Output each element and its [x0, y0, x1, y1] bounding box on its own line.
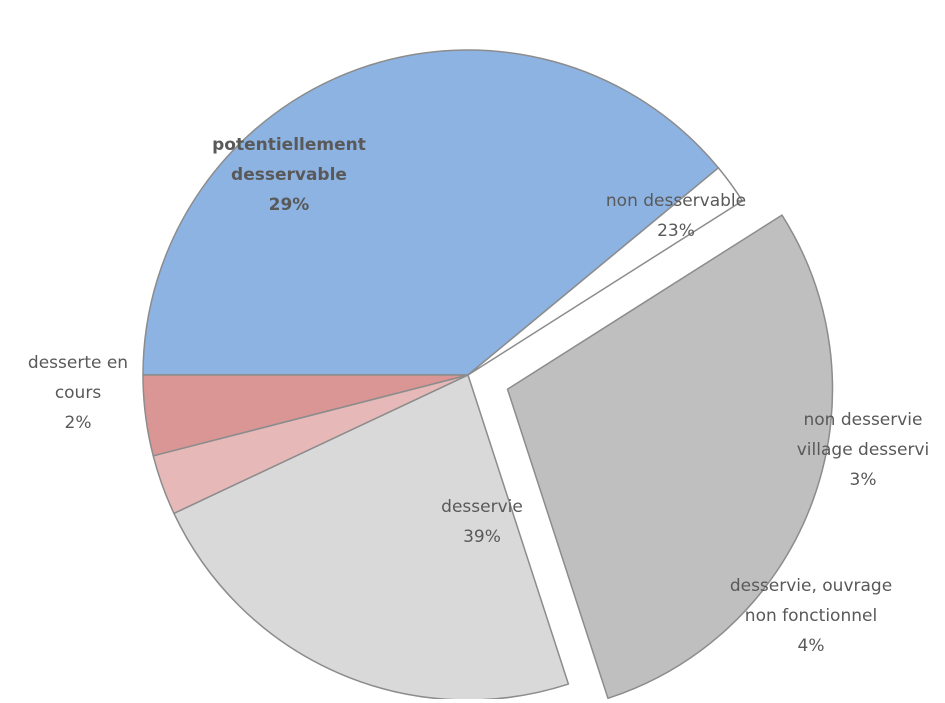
- slice-label-potentiellement-desservable: potentiellement desservable 29%: [212, 135, 366, 215]
- pie-slices: [142, 49, 834, 701]
- pie-slice-desservie-ouvrage-non-fonctionnel: [142, 374, 469, 457]
- slice-label-line: desserte en: [28, 353, 128, 373]
- slice-label-line: desservie, ouvrage: [730, 576, 892, 596]
- slice-label-line: 23%: [657, 221, 695, 241]
- slice-label-line: non desservie: [803, 410, 922, 430]
- slice-label-line: 3%: [850, 470, 877, 490]
- slice-label-desservie: desservie 39%: [441, 497, 523, 547]
- slice-label-line: non desservable: [606, 191, 746, 211]
- slice-label-line: 4%: [798, 636, 825, 656]
- slice-label-line: village desservi: [797, 440, 930, 460]
- slice-label-line: potentiellement: [212, 135, 366, 155]
- slice-label-non-desservie-village-desservi: non desservie village desservi 3%: [797, 410, 930, 490]
- pie-slice-potentiellement-desservable: [506, 214, 834, 700]
- slice-label-non-desservable: non desservable 23%: [606, 191, 746, 241]
- slice-label-line: 2%: [65, 413, 92, 433]
- slice-label-line: 39%: [463, 527, 501, 547]
- pie-slice-desserte-en-cours: [467, 167, 744, 376]
- slice-label-desserte-en-cours: desserte en cours 2%: [28, 353, 128, 433]
- slice-label-line: desservable: [231, 165, 347, 185]
- pie-slice-non-desservable: [173, 374, 570, 701]
- pie-labels: desservie 39% desserte en cours 2% potentiell…: [28, 135, 929, 656]
- pie-slice-desservie: [142, 49, 720, 376]
- slice-label-line: desservie: [441, 497, 523, 517]
- slice-label-line: non fonctionnel: [745, 606, 877, 626]
- slice-label-line: cours: [55, 383, 102, 403]
- slice-label-line: 29%: [269, 195, 310, 215]
- slice-label-desservie-ouvrage-non-fonctionnel: desservie, ouvrage non fonctionnel 4%: [730, 576, 892, 656]
